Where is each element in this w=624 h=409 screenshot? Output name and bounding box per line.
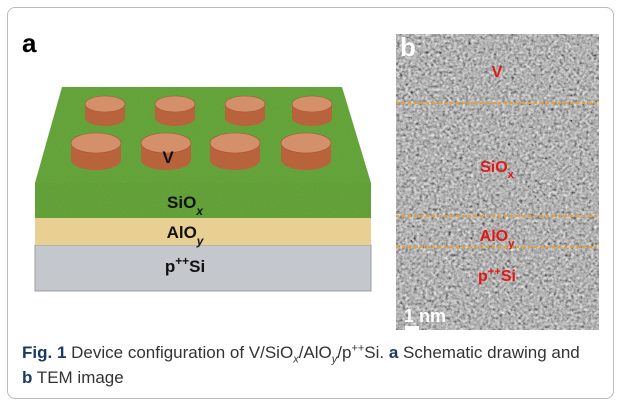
disc-top [292, 96, 332, 112]
panel-letter: b [400, 32, 416, 62]
panel-letter: a [22, 28, 37, 58]
disc-top [71, 133, 121, 153]
label-part: V [492, 64, 503, 81]
caption-part: Fig. 1 [22, 343, 66, 362]
layer-label: V [162, 148, 174, 167]
caption-part: Device configuration of V/SiO [66, 343, 293, 362]
caption-part: TEM image [32, 368, 123, 387]
label-part: AlO [480, 228, 508, 245]
caption-part: a [389, 343, 398, 362]
label-part: x [508, 169, 515, 181]
label-part: SiO [480, 159, 508, 176]
label-part: AlO [167, 223, 197, 242]
disc-top [85, 96, 125, 112]
label-part: ++ [488, 266, 502, 278]
caption-part: /p [337, 343, 351, 362]
disc-top [225, 96, 265, 112]
disc-top [281, 133, 331, 153]
label-part: p [478, 268, 488, 285]
caption-part: ++ [351, 342, 364, 354]
caption-part: Schematic drawing and [398, 343, 579, 362]
layer-label: V [492, 64, 503, 81]
scale-bar-label: 1 nm [404, 306, 446, 326]
label-part: Si [501, 268, 516, 285]
caption: Fig. 1 Device configuration of V/SiOx/Al… [22, 340, 582, 390]
label-part: p [165, 257, 175, 276]
label-part: SiO [167, 193, 196, 212]
caption-part: b [22, 368, 32, 387]
disc-top [155, 96, 195, 112]
label-part: V [162, 148, 174, 167]
caption-part: Si. [364, 343, 389, 362]
label-part: Si [189, 257, 205, 276]
caption-part: /AlO [299, 343, 332, 362]
label-part: ++ [175, 254, 189, 268]
label-part: y [508, 238, 515, 250]
disc-top [210, 133, 260, 153]
